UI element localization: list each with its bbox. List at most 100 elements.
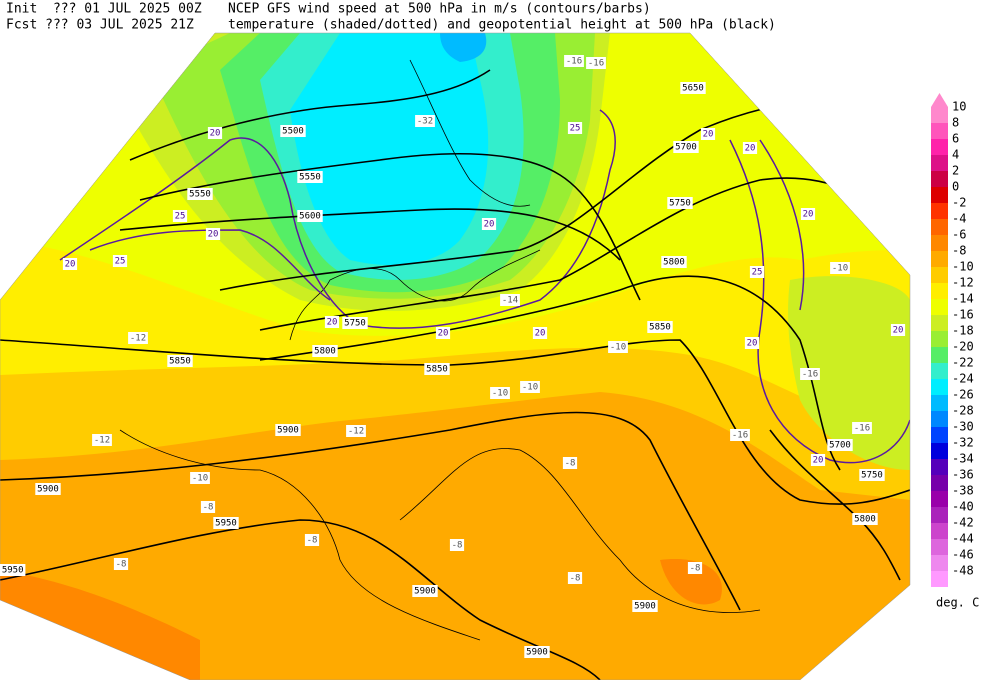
colorbar-unit: deg. C <box>936 596 979 610</box>
colorbar-tick-label: -2 <box>952 196 966 210</box>
wind-label: 25 <box>175 212 186 222</box>
label-box <box>128 332 148 344</box>
colorbar-tick-label: -34 <box>952 452 974 466</box>
colorbar-swatch <box>931 395 948 411</box>
label-box <box>275 424 301 436</box>
wind-label: 20 <box>65 260 76 270</box>
temperature-label: -8 <box>570 574 581 584</box>
colorbar-tick-label: -6 <box>952 228 966 242</box>
height-label: 5900 <box>277 426 299 436</box>
colorbar-tick-label: -4 <box>952 212 966 226</box>
shade <box>660 559 722 605</box>
wind-label: 20 <box>813 456 824 466</box>
colorbar-swatch <box>931 139 948 155</box>
label-box <box>62 258 78 270</box>
wind-label: 20 <box>535 329 546 339</box>
colorbar-tick-label: -22 <box>952 356 974 370</box>
label-box <box>800 368 820 380</box>
colorbar-tick-label: -8 <box>952 244 966 258</box>
shade <box>290 33 489 266</box>
colorbar-swatch <box>931 203 948 219</box>
label-box <box>586 57 606 69</box>
label-box <box>647 321 673 333</box>
coastline <box>399 448 761 613</box>
colorbar-swatch <box>931 459 948 475</box>
label-box <box>700 128 716 140</box>
label-box <box>524 646 550 658</box>
temperature-label: -10 <box>522 383 538 393</box>
coastlines <box>119 59 761 641</box>
colorbar-tick-label: -18 <box>952 324 974 338</box>
temperature-label: -16 <box>732 431 748 441</box>
wind-contour <box>759 139 805 311</box>
label-box <box>567 122 583 134</box>
colorbar-swatch <box>931 539 948 555</box>
colorbar-swatch <box>931 235 948 251</box>
height-label: 5800 <box>854 515 876 525</box>
temperature-label: -8 <box>452 541 463 551</box>
colorbar-swatch <box>931 187 948 203</box>
colorbar-tick-label: -28 <box>952 404 974 418</box>
height-label: 5550 <box>299 173 321 183</box>
label-box <box>342 317 368 329</box>
temperature-label: -8 <box>116 560 127 570</box>
colorbar-tick-label: -12 <box>952 276 974 290</box>
label-box <box>830 262 850 274</box>
label-box <box>207 127 223 139</box>
wind-label: 20 <box>484 220 495 230</box>
colorbar-swatch <box>931 555 948 571</box>
init-time: Init ??? 01 JUL 2025 00Z <box>6 2 202 17</box>
height-label: 5550 <box>189 190 211 200</box>
label-box <box>490 387 510 399</box>
label-box <box>520 381 540 393</box>
height-contour <box>259 275 841 471</box>
height-label: 5800 <box>663 258 685 268</box>
wind-label: 20 <box>210 129 221 139</box>
label-box <box>859 469 885 481</box>
temperature-shading <box>0 33 910 680</box>
label-box <box>346 425 366 437</box>
wind-label: 25 <box>115 257 126 267</box>
colorbar-tick-label: -38 <box>952 484 974 498</box>
height-contour <box>139 152 641 301</box>
colorbar-swatch <box>931 155 948 171</box>
height-label: 5900 <box>414 587 436 597</box>
wind-label: 20 <box>703 130 714 140</box>
label-box <box>424 363 450 375</box>
height-label: 5750 <box>344 319 366 329</box>
colorbar-tick-label: 4 <box>952 148 959 162</box>
temperature-label: -10 <box>832 264 848 274</box>
label-box <box>167 355 193 367</box>
wind-contour <box>729 139 910 464</box>
temperature-label: -16 <box>566 57 582 67</box>
label-box <box>172 210 188 222</box>
colorbar-tick-label: 8 <box>952 116 959 130</box>
colorbar-swatch <box>931 571 948 587</box>
label-box <box>435 327 451 339</box>
colorbar-tick-label: -26 <box>952 388 974 402</box>
label-box <box>187 188 213 200</box>
colorbar-tick-label: -16 <box>952 308 974 322</box>
colorbar-tick-label: -44 <box>952 532 974 546</box>
shade <box>440 33 487 62</box>
label-box <box>0 564 26 576</box>
label-box <box>567 572 583 584</box>
temperature-label: -8 <box>307 536 318 546</box>
label-box <box>661 256 687 268</box>
colorbar-swatch <box>931 123 948 139</box>
colorbar-tick-label: -48 <box>952 564 974 578</box>
label-box <box>35 483 61 495</box>
label-box <box>632 600 658 612</box>
label-box <box>852 422 872 434</box>
coastline <box>119 429 481 641</box>
temperature-label: -16 <box>854 424 870 434</box>
height-label: 5950 <box>215 519 237 529</box>
height-label: 5700 <box>829 441 851 451</box>
colorbar-swatch <box>931 267 948 283</box>
colorbar-swatch <box>931 379 948 395</box>
colorbar-swatch <box>931 475 948 491</box>
label-box <box>564 55 584 67</box>
temperature-label: -10 <box>192 474 208 484</box>
colorbar-tick-label: -46 <box>952 548 974 562</box>
